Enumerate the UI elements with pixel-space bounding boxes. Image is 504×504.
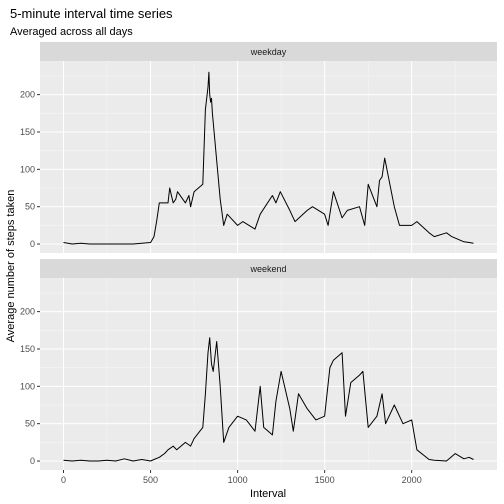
panel-background xyxy=(40,61,497,253)
chart-subtitle: Averaged across all days xyxy=(10,26,133,38)
x-tick-label: 2000 xyxy=(402,475,422,485)
x-tick-label: 0 xyxy=(61,475,66,485)
facet-strip xyxy=(40,42,497,61)
x-tick-label: 500 xyxy=(143,475,158,485)
y-tick-label: 50 xyxy=(25,419,35,429)
series-line-weekday xyxy=(63,71,474,245)
x-tick-label: 1500 xyxy=(315,475,335,485)
y-tick-label: 50 xyxy=(25,202,35,212)
y-tick-label: 200 xyxy=(20,307,35,317)
y-tick-label: 100 xyxy=(20,381,35,391)
y-tick-label: 200 xyxy=(20,90,35,100)
y-tick-label: 100 xyxy=(20,164,35,174)
series-line-weekend xyxy=(63,337,474,462)
y-tick-label: 0 xyxy=(30,456,35,466)
x-axis-title: Interval xyxy=(250,488,286,500)
y-tick-label: 150 xyxy=(20,127,35,137)
facet-strip xyxy=(40,259,497,278)
y-tick-label: 0 xyxy=(30,239,35,249)
y-axis-title: Average number of steps taken xyxy=(5,190,17,343)
panel-background xyxy=(40,278,497,470)
facet-panel-weekday: weekday 0 50 100 150 200 xyxy=(20,42,497,253)
chart-title: 5-minute interval time series xyxy=(10,6,173,21)
x-tick-label: 1000 xyxy=(228,475,248,485)
y-tick-label: 150 xyxy=(20,344,35,354)
facet-strip-label: weekday xyxy=(250,47,287,57)
facet-strip-label: weekend xyxy=(249,264,286,274)
